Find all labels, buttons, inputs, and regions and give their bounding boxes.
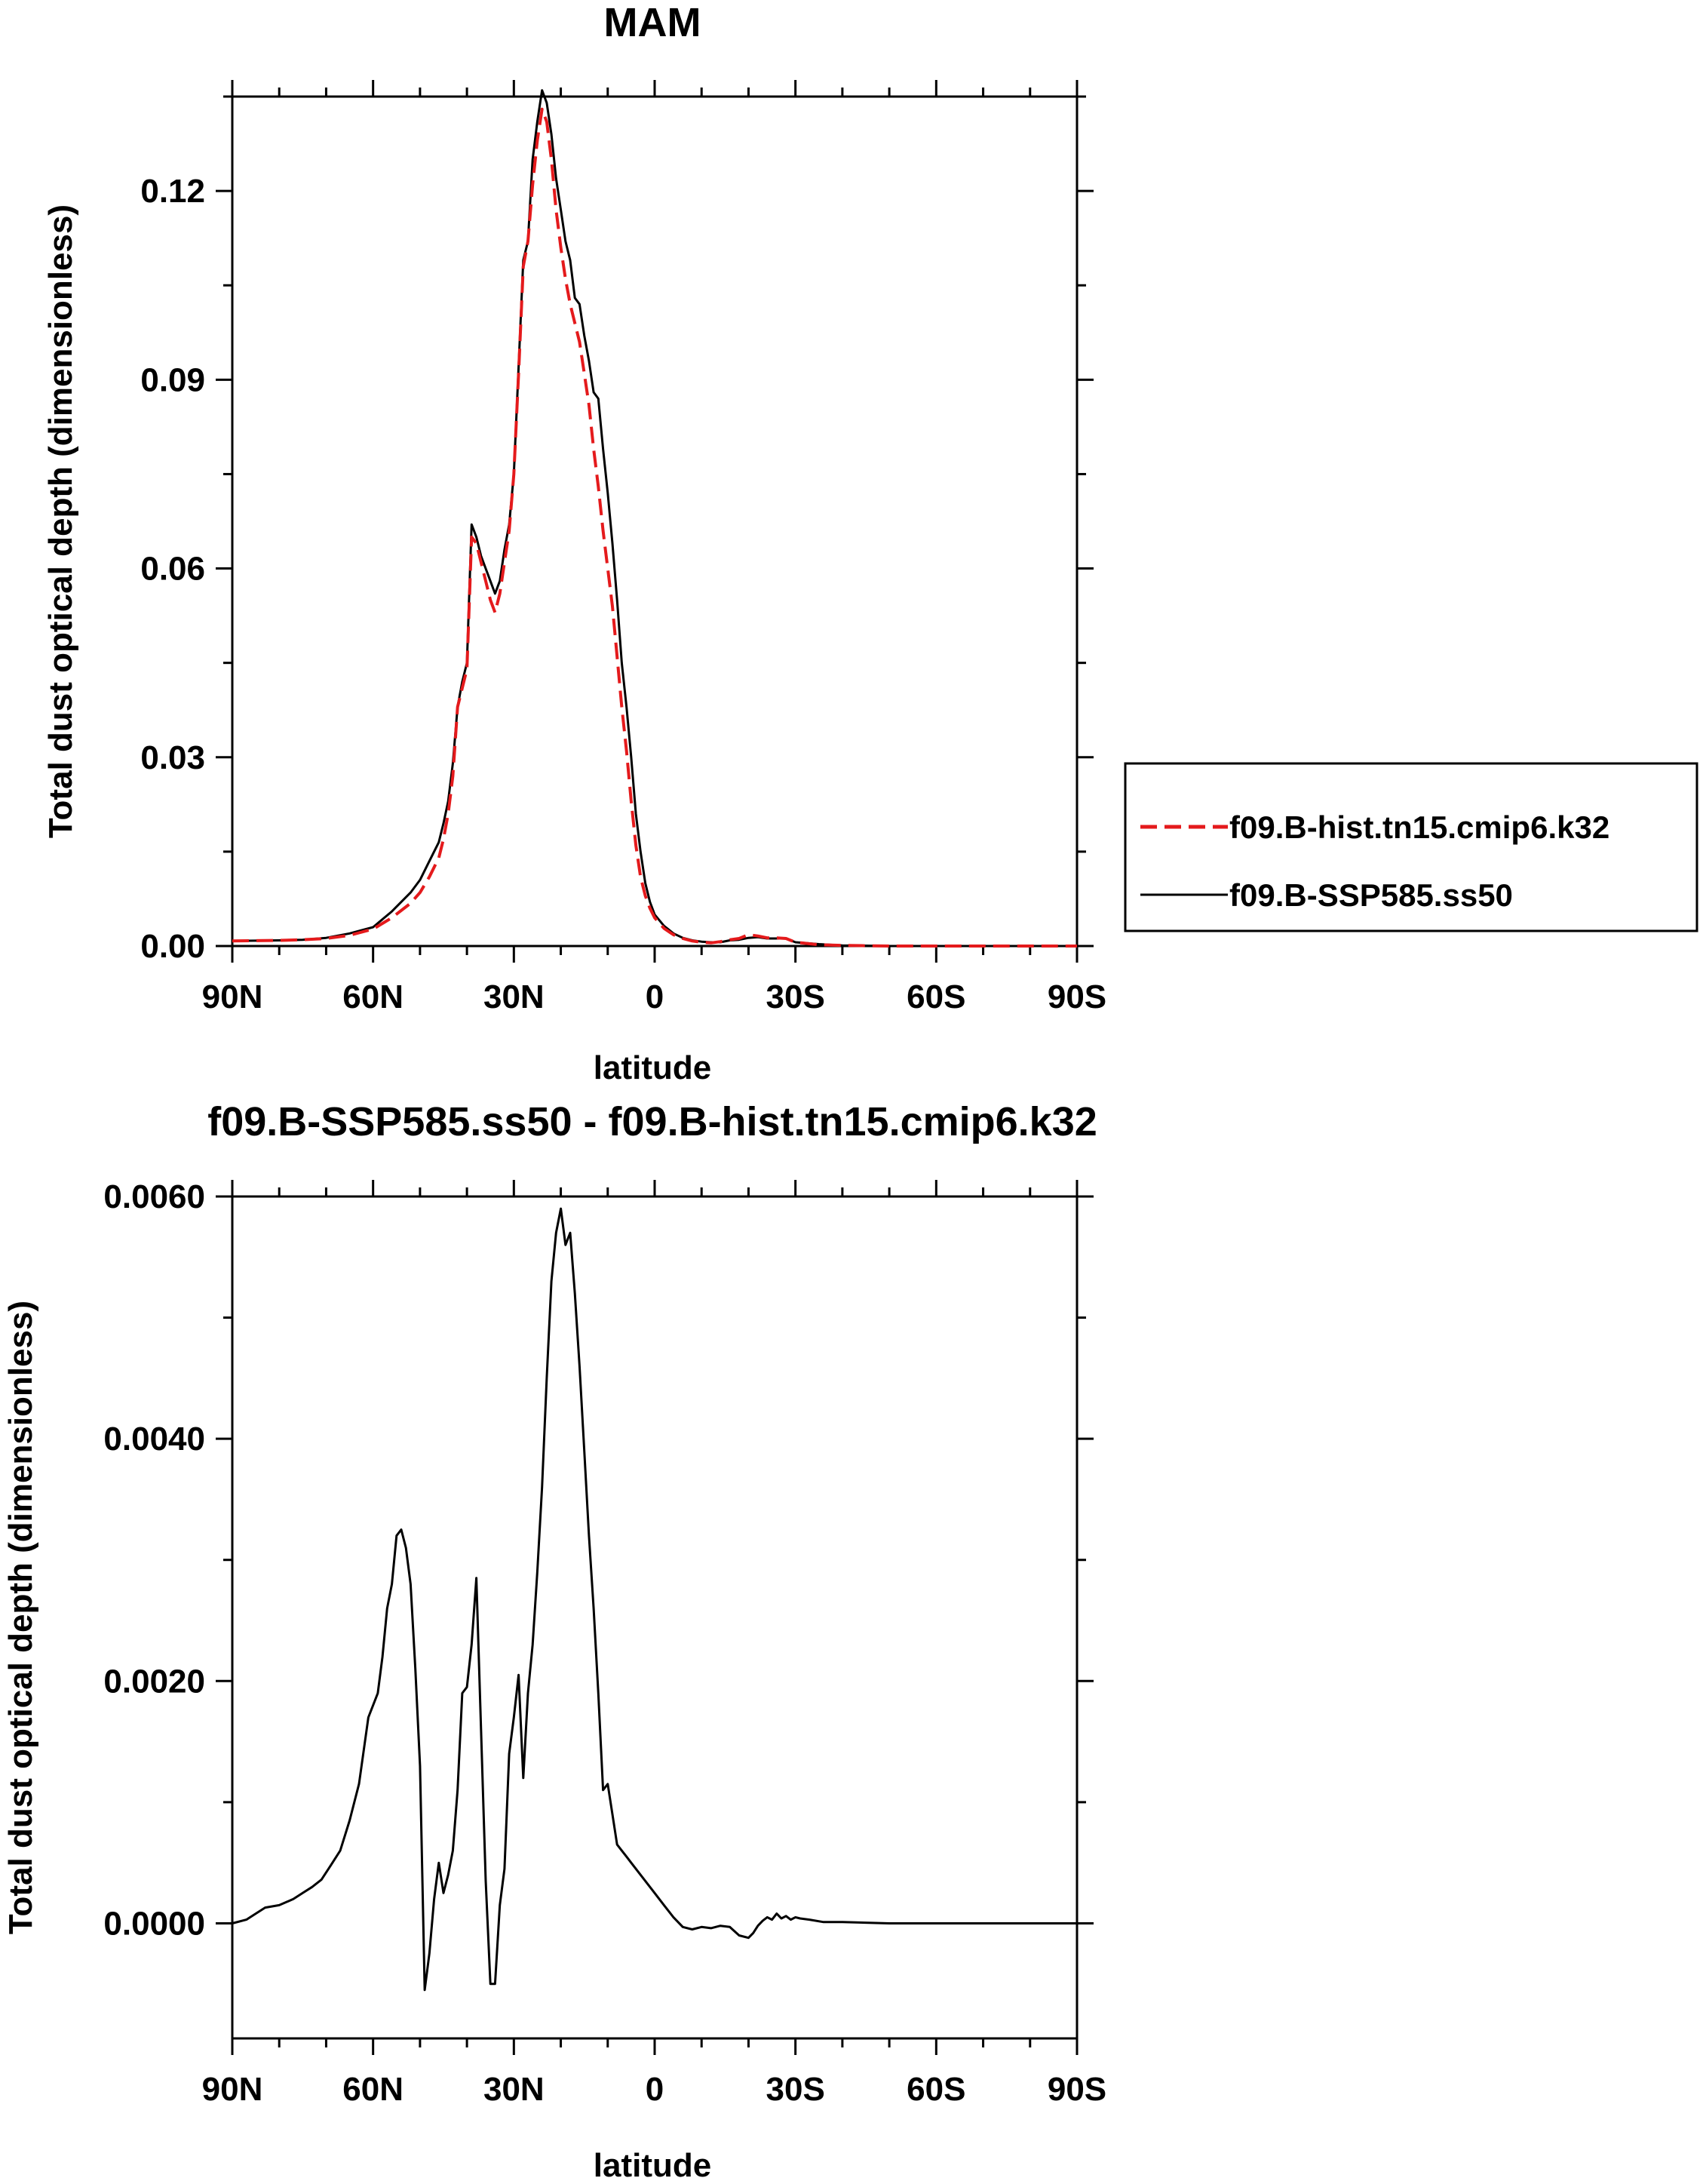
x-tick-label: 0 <box>646 978 664 1015</box>
y-tick-label: 0.00 <box>140 928 205 965</box>
x-tick-label: 90S <box>1048 978 1106 1015</box>
series-lines <box>232 1207 1077 1992</box>
x-tick-label: 30N <box>483 2071 545 2108</box>
y-tick-label: 0.0060 <box>103 1178 205 1215</box>
x-tick-label: 90N <box>202 2071 263 2108</box>
x-tick-label: 60N <box>342 2071 404 2108</box>
chart-difference: f09.B-SSP585.ss50 - f09.B-hist.tn15.cmip… <box>2 1099 1106 2184</box>
y-tick-label: 0.0000 <box>103 1905 205 1942</box>
series-line-ssp <box>232 89 1077 948</box>
axis-ticks: 90N 60N 30N 0 30S 60S 90S 0.00 0.03 0.06 0.09 0.12 <box>140 80 1106 1015</box>
y-tick-label: 0.03 <box>140 739 205 776</box>
plot-frame <box>231 1195 1079 2040</box>
y-tick-label: 0.06 <box>140 551 205 588</box>
chart-mam: MAM 90N 60N 30N 0 30S 60S 90S 0.00 0.03 0.06 0.09 0… <box>42 0 1106 1086</box>
y-axis-label: Total dust optical depth (dimensionless) <box>42 204 79 838</box>
plot-frame <box>231 95 1079 948</box>
y-axis-label: Total dust optical depth (dimensionless) <box>2 1301 39 1934</box>
legend-label-hist: f09.B-hist.tn15.cmip6.k32 <box>1229 809 1609 845</box>
legend-label-ssp: f09.B-SSP585.ss50 <box>1229 877 1513 913</box>
y-tick-label: 0.0040 <box>103 1421 205 1458</box>
axis-ticks: 90N 60N 30N 0 30S 60S 90S 0.0000 0.0020 0.0040 0.0… <box>103 1178 1106 2108</box>
x-tick-label: 60N <box>342 978 404 1015</box>
x-tick-label: 60S <box>907 2071 965 2108</box>
series-line-difference <box>232 1207 1077 1992</box>
x-axis-label: latitude <box>594 1049 711 1086</box>
series-line-hist <box>232 107 1077 948</box>
x-tick-label: 90S <box>1048 2071 1106 2108</box>
y-tick-label: 0.12 <box>140 173 205 210</box>
y-tick-label: 0.0020 <box>103 1663 205 1700</box>
chart-title: MAM <box>604 0 701 45</box>
legend: f09.B-hist.tn15.cmip6.k32 f09.B-SSP585.s… <box>1124 762 1698 932</box>
chart-title: f09.B-SSP585.ss50 - f09.B-hist.tn15.cmip… <box>207 1099 1097 1144</box>
series-lines <box>232 89 1077 948</box>
x-tick-label: 30N <box>483 978 545 1015</box>
x-tick-label: 0 <box>646 2071 664 2108</box>
x-tick-label: 60S <box>907 978 965 1015</box>
x-tick-label: 90N <box>202 978 263 1015</box>
y-tick-label: 0.09 <box>140 361 205 398</box>
x-tick-label: 30S <box>766 978 825 1015</box>
legend-box <box>1124 762 1698 932</box>
x-tick-label: 30S <box>766 2071 825 2108</box>
x-axis-label: latitude <box>594 2147 711 2184</box>
